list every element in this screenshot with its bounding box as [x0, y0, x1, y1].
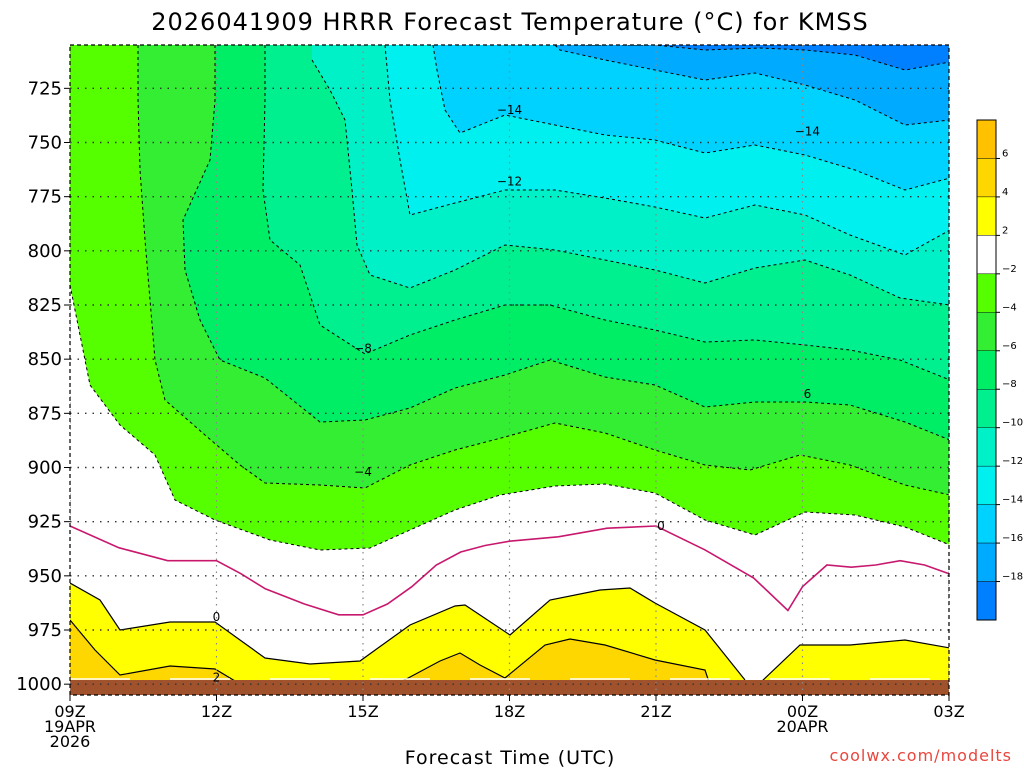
- isotherm-minus10: [311, 59, 949, 306]
- x-tick-label: 19APR: [44, 717, 96, 736]
- colorbar-swatch: [976, 119, 997, 159]
- contour-label: −14: [795, 125, 820, 139]
- colorbar-tick-label: −12: [1002, 456, 1023, 467]
- colorbar-swatch: [976, 465, 997, 505]
- colorbar-swatch: [976, 235, 997, 275]
- isotherm-plus4: [70, 619, 241, 685]
- colorbar-swatch: [976, 158, 997, 198]
- y-tick-label: 925: [28, 512, 62, 533]
- contour-label: −14: [497, 103, 522, 117]
- y-tick-label: 725: [28, 78, 62, 99]
- y-tick-label: 775: [28, 187, 62, 208]
- isotherm-plus2-right: [759, 639, 949, 684]
- isotherm-minus16: [554, 45, 949, 126]
- colorbar-swatch: [976, 542, 997, 582]
- x-tick-label: 00Z: [787, 702, 818, 721]
- contour-label: −12: [497, 175, 522, 189]
- colorbar-swatch: [976, 312, 997, 351]
- band-minus2-plus2: [70, 285, 949, 695]
- y-tick-label: 800: [28, 241, 62, 262]
- band-minus16-minus18: [555, 45, 949, 125]
- contour-label: 0: [657, 519, 665, 533]
- x-tick-label: 12Z: [201, 702, 232, 721]
- chart-title: 2026041909 HRRR Forecast Temperature (°C…: [151, 8, 869, 36]
- y-tick-label: 900: [28, 458, 62, 479]
- contour-label: −4: [354, 465, 372, 479]
- colorbar-tick-label: −6: [1002, 341, 1017, 352]
- colorbar-tick-label: −4: [1002, 302, 1017, 313]
- y-tick-label: 950: [28, 566, 62, 587]
- isotherm-minus4: [137, 45, 949, 496]
- colorbar-tick-label: 2: [1002, 225, 1008, 236]
- y-tick-label: 825: [28, 295, 62, 316]
- y-tick-label: 875: [28, 403, 62, 424]
- colorbar: 6 4 2 −2 −4 −6 −8 −10 −12 −14 −16 −18: [976, 119, 1023, 621]
- x-tick-label: 15Z: [347, 702, 378, 721]
- y-tick-label: 850: [28, 349, 62, 370]
- colorbar-frame: [976, 119, 997, 621]
- y-tick-label: 750: [28, 133, 62, 154]
- x-tick-label: 20APR: [776, 717, 828, 736]
- contour-label: 6: [804, 387, 812, 401]
- grid-lines: [70, 45, 949, 695]
- colorbar-swatch: [976, 350, 997, 390]
- isotherm-minus18: [580, 45, 949, 71]
- colorbar-tick-label: −18: [1002, 572, 1023, 583]
- band-plus4-plus6: [70, 620, 710, 690]
- contour-labels: −14 −14 −12 −8 6 −4 0 0 2: [213, 103, 820, 685]
- isotherm-minus2: [70, 284, 949, 551]
- x-tick-label: 18Z: [494, 702, 525, 721]
- isotherm-minus12: [384, 45, 949, 256]
- y-tick-label: 1000: [16, 674, 62, 695]
- contour-label: 2: [213, 671, 221, 685]
- colorbar-swatch: [976, 389, 997, 428]
- band-minus18-minus20: [580, 45, 949, 70]
- colorbar-tick-label: 4: [1002, 187, 1008, 198]
- y-tick-label: 975: [28, 620, 62, 641]
- x-axis-label: Forecast Time (UTC): [405, 747, 615, 768]
- plot-area: −14 −14 −12 −8 6 −4 0 0 2: [70, 45, 949, 695]
- x-tick-label: 09Z: [54, 702, 85, 721]
- colorbar-tick-label: −8: [1002, 379, 1017, 390]
- colorbar-tick-label: −14: [1002, 495, 1023, 506]
- isotherm-plus4-mid: [396, 638, 711, 686]
- positive-isotherms: [70, 582, 949, 686]
- y-axis: 725 750 775 800 825 850 875 900 925 950 975 1000: [16, 78, 70, 695]
- colorbar-tick-label: −10: [1002, 418, 1023, 429]
- isotherm-plus2: [70, 582, 746, 681]
- colorbar-swatch: [976, 504, 997, 544]
- ground-surface: [70, 680, 949, 695]
- colorbar-swatch: [976, 196, 997, 236]
- zero-degree-isotherm: [70, 525, 949, 616]
- colorbar-swatch: [976, 427, 997, 467]
- colorbar-tick-label: −2: [1002, 264, 1017, 275]
- contour-label: 0: [213, 610, 221, 624]
- colorbar-swatch: [976, 581, 997, 621]
- band-plus2-plus4: [70, 583, 949, 695]
- credit-text: coolwx.com/modelts: [830, 746, 1012, 765]
- x-tick-label: 2026: [50, 732, 91, 751]
- x-tick-label: 03Z: [933, 702, 964, 721]
- colorbar-tick-label: 6: [1002, 148, 1008, 159]
- isotherm-minus6: [182, 45, 949, 441]
- contour-label: −8: [354, 341, 372, 355]
- x-tick-label: 21Z: [640, 702, 671, 721]
- colorbar-swatch: [976, 273, 997, 313]
- colorbar-tick-label: −16: [1002, 533, 1023, 544]
